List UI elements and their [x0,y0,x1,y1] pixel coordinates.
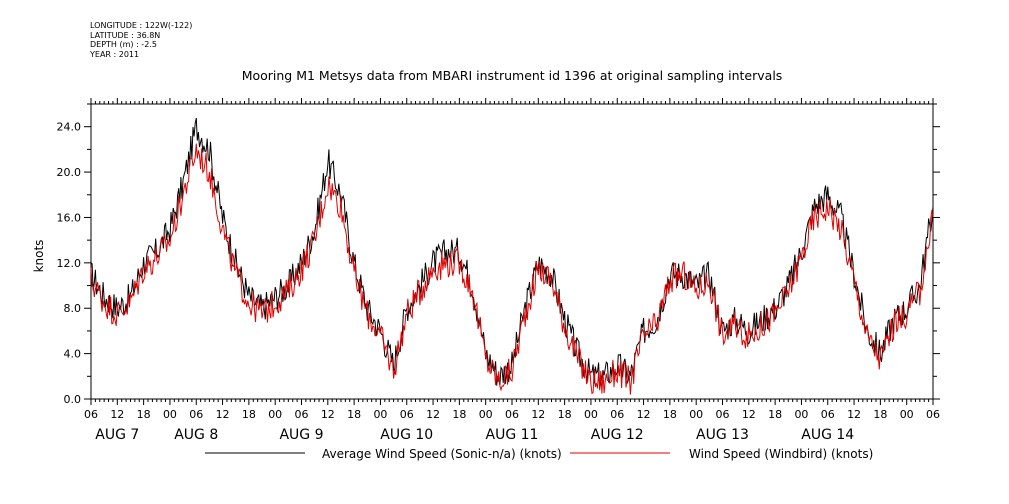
x-hour-label: 12 [847,408,861,421]
y-tick-label: 24.0 [57,121,82,134]
x-day-label: AUG 12 [591,427,644,443]
latitude-text: LATITUDE : 36.8N [90,30,161,40]
x-hour-label: 06 [400,408,414,421]
x-hour-label: 06 [505,408,519,421]
x-hour-label: 18 [452,408,466,421]
x-hour-label: 00 [268,408,282,421]
x-hour-label: 00 [689,408,703,421]
x-hour-label: 00 [479,408,493,421]
x-hour-label: 12 [426,408,440,421]
y-tick-label: 12.0 [57,257,82,270]
y-tick-label: 0.0 [64,393,82,406]
series-layer [90,117,934,395]
x-hour-label: 12 [321,408,335,421]
x-hour-label: 12 [216,408,230,421]
x-hour-label: 00 [163,408,177,421]
x-hour-label: 00 [373,408,387,421]
x-hour-label: 18 [347,408,361,421]
x-day-label: AUG 10 [380,427,433,443]
legend: Average Wind Speed (Sonic-n/a) (knots) W… [205,447,873,461]
x-hour-label: 06 [189,408,203,421]
x-hour-label: 06 [295,408,309,421]
x-hour-label: 18 [663,408,677,421]
x-hour-label: 00 [794,408,808,421]
y-tick-label: 16.0 [57,211,82,224]
x-hour-label: 12 [637,408,651,421]
legend-label-windbird: Wind Speed (Windbird) (knots) [689,447,873,461]
x-hour-label: 18 [558,408,572,421]
year-text: YEAR : 2011 [90,49,140,59]
y-tick-label: 4.0 [64,348,82,361]
x-hour-label: 18 [242,408,256,421]
y-tick-label: 8.0 [64,302,82,315]
x-hour-label: 00 [900,408,914,421]
x-day-label: AUG 8 [174,427,218,443]
x-day-label: AUG 9 [279,427,323,443]
y-tick-labels: 0.0 4.0 8.0 12.0 16.0 20.0 24.0 [57,121,82,406]
x-hour-label: 06 [610,408,624,421]
x-hour-label: 06 [926,408,940,421]
x-day-label: AUG 7 [95,427,139,443]
x-hour-label: 06 [821,408,835,421]
x-hour-label: 12 [531,408,545,421]
series-average-wind-speed [90,117,934,389]
y-axis-label: knots [32,240,46,273]
x-hour-label: 06 [84,408,98,421]
x-hour-label: 18 [137,408,151,421]
x-hour-label: 18 [768,408,782,421]
depth-text: DEPTH (m) : -2.5 [90,40,157,49]
chart-title: Mooring M1 Metsys data from MBARI instru… [242,68,783,83]
x-day-label: AUG 13 [696,427,749,443]
legend-label-avg: Average Wind Speed (Sonic-n/a) (knots) [322,447,562,461]
x-day-label: AUG 14 [801,427,854,443]
x-hour-label: 12 [110,408,124,421]
x-hour-label: 00 [584,408,598,421]
x-day-label: AUG 11 [486,427,539,443]
series-windbird-wind-speed [90,143,934,395]
x-tick-labels: 06 12 18 00 06 12 18 00 06 12 18 00 06 12 18 00 06 12 18 00… [84,408,940,443]
y-tick-label: 20.0 [57,166,82,179]
longitude-text: LONGITUDE : 122W(-122) [90,21,193,30]
x-hour-label: 12 [742,408,756,421]
x-hour-label: 18 [873,408,887,421]
axis-ticks [84,98,940,405]
dataset-metadata: LONGITUDE : 122W(-122) LATITUDE : 36.8N … [90,21,192,59]
x-hour-label: 06 [716,408,730,421]
